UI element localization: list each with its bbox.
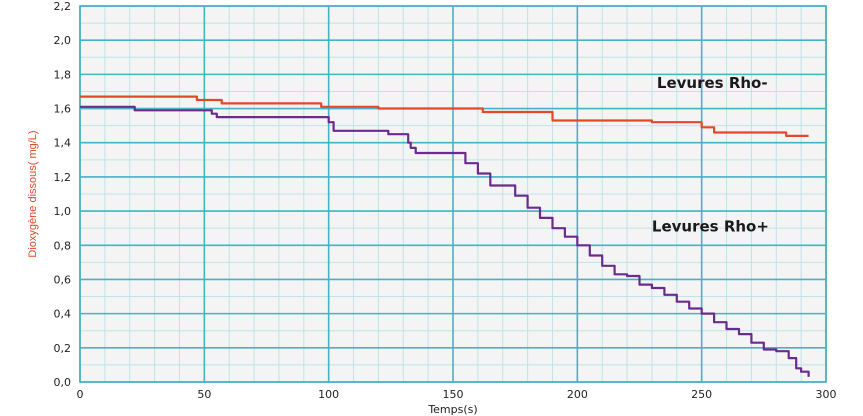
plot-border [79, 5, 827, 383]
x-tick-label: 250 [691, 388, 712, 401]
x-tick-label: 200 [567, 388, 588, 401]
y-tick-label: 0,4 [54, 308, 72, 321]
y-axis-label: Dioxygène dissous( mg/L) [27, 130, 39, 257]
x-tick-label: 100 [318, 388, 339, 401]
y-tick-label: 1,6 [54, 103, 72, 116]
x-tick-label: 300 [816, 388, 837, 401]
x-axis-label: Temps(s) [427, 403, 477, 416]
series-annotation: Levures Rho+ [652, 218, 769, 236]
y-tick-label: 1,4 [54, 137, 72, 150]
y-tick-label: 1,0 [54, 205, 72, 218]
x-tick-label: 50 [197, 388, 211, 401]
y-tick-label: 2,2 [54, 0, 72, 13]
y-tick-label: 1,8 [54, 68, 72, 81]
y-tick-label: 2,0 [54, 34, 72, 47]
y-tick-label: 1,2 [54, 171, 72, 184]
y-tick-label: 0,2 [54, 342, 72, 355]
series-annotation: Levures Rho- [657, 74, 768, 92]
series-line-rho-minus [80, 95, 809, 137]
y-tick-label: 0,8 [54, 239, 72, 252]
x-tick-label: 150 [443, 388, 464, 401]
y-tick-label: 0,6 [54, 273, 72, 286]
series-line-rho-plus [80, 105, 810, 377]
x-tick-label: 0 [77, 388, 84, 401]
y-tick-label: 0,0 [54, 376, 72, 389]
